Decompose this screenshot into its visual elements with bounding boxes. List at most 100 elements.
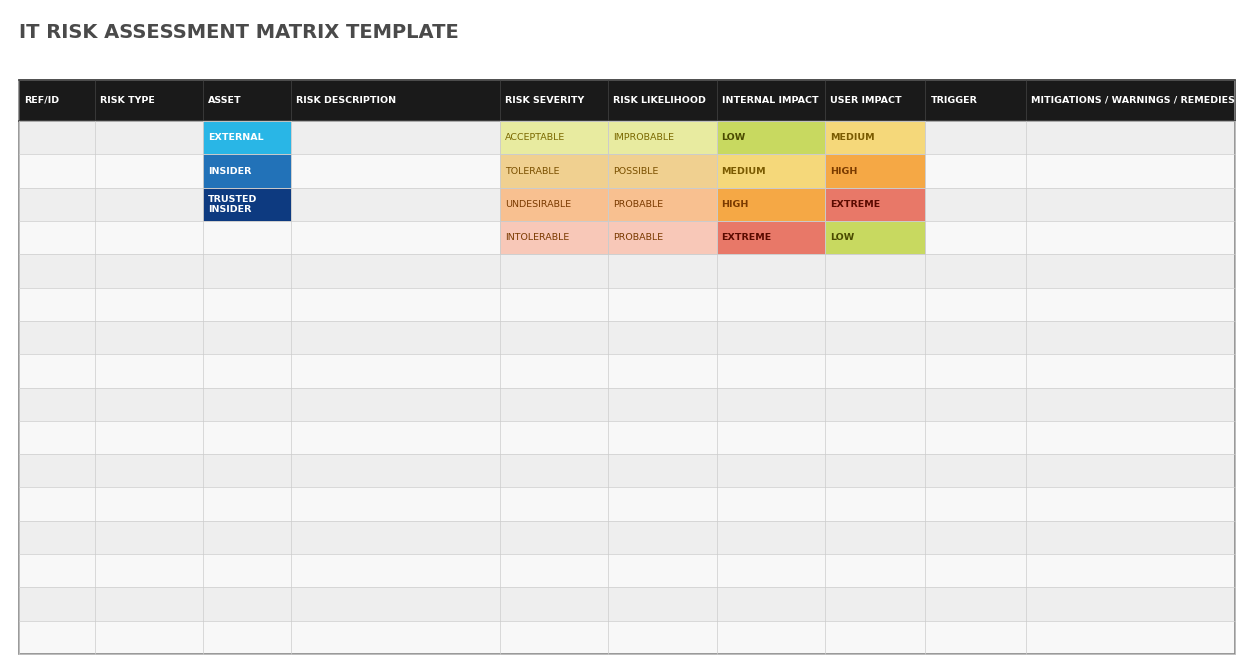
Bar xyxy=(500,288,609,321)
Bar xyxy=(609,454,717,487)
Bar xyxy=(203,254,291,288)
Bar xyxy=(95,487,203,521)
Bar xyxy=(824,588,925,621)
Text: MITIGATIONS / WARNINGS / REMEDIES: MITIGATIONS / WARNINGS / REMEDIES xyxy=(1031,96,1235,105)
Bar xyxy=(925,388,1026,421)
Bar xyxy=(609,121,717,154)
Bar xyxy=(717,388,824,421)
Bar xyxy=(500,154,609,188)
Bar xyxy=(609,521,717,554)
Bar xyxy=(925,288,1026,321)
Bar xyxy=(925,321,1026,354)
Bar xyxy=(717,554,824,588)
Bar xyxy=(500,154,609,188)
Bar xyxy=(925,487,1026,521)
Bar xyxy=(609,188,717,221)
Bar xyxy=(609,121,717,154)
Bar xyxy=(1026,188,1235,221)
Bar xyxy=(291,121,500,154)
Bar xyxy=(19,154,95,188)
Bar xyxy=(203,388,291,421)
Bar xyxy=(717,354,824,388)
Bar xyxy=(19,288,95,321)
Text: LOW: LOW xyxy=(722,133,746,142)
Bar xyxy=(291,321,500,354)
Bar xyxy=(95,621,203,654)
Bar xyxy=(203,554,291,588)
Bar xyxy=(609,554,717,588)
Bar xyxy=(609,154,717,188)
Bar xyxy=(717,588,824,621)
Bar xyxy=(609,254,717,288)
Bar xyxy=(717,454,824,487)
Bar xyxy=(291,388,500,421)
Bar xyxy=(500,621,609,654)
Bar xyxy=(609,388,717,421)
Bar xyxy=(1026,80,1235,121)
Bar xyxy=(95,421,203,454)
Bar xyxy=(500,354,609,388)
Bar xyxy=(1026,121,1235,154)
Bar xyxy=(609,487,717,521)
Bar xyxy=(609,188,717,221)
Bar xyxy=(925,121,1026,154)
Bar xyxy=(717,288,824,321)
Bar xyxy=(19,188,95,221)
Text: EXTERNAL: EXTERNAL xyxy=(208,133,264,142)
Bar xyxy=(1026,487,1235,521)
Bar xyxy=(1026,388,1235,421)
Bar xyxy=(609,621,717,654)
Bar xyxy=(203,80,291,121)
Bar xyxy=(500,80,609,121)
Bar xyxy=(291,621,500,654)
Text: RISK SEVERITY: RISK SEVERITY xyxy=(505,96,585,105)
Bar xyxy=(95,454,203,487)
Bar xyxy=(19,80,95,121)
Bar xyxy=(717,80,824,121)
Bar xyxy=(500,321,609,354)
Text: UNDESIRABLE: UNDESIRABLE xyxy=(505,200,571,208)
Bar xyxy=(203,121,291,154)
Bar xyxy=(95,288,203,321)
Bar xyxy=(500,221,609,254)
Text: HIGH: HIGH xyxy=(829,167,857,175)
Text: TRIGGER: TRIGGER xyxy=(930,96,977,105)
Bar xyxy=(291,554,500,588)
Bar xyxy=(203,354,291,388)
Bar xyxy=(19,388,95,421)
Bar xyxy=(609,321,717,354)
Bar xyxy=(19,354,95,388)
Bar xyxy=(717,121,824,154)
Bar xyxy=(717,321,824,354)
Bar xyxy=(925,188,1026,221)
Bar xyxy=(291,588,500,621)
Bar xyxy=(925,588,1026,621)
Bar xyxy=(824,487,925,521)
Bar xyxy=(291,521,500,554)
Bar xyxy=(291,487,500,521)
Bar xyxy=(203,221,291,254)
Bar xyxy=(500,254,609,288)
Text: ASSET: ASSET xyxy=(208,96,242,105)
Bar xyxy=(824,254,925,288)
Text: INTOLERABLE: INTOLERABLE xyxy=(505,233,569,242)
Text: TOLERABLE: TOLERABLE xyxy=(505,167,560,175)
Text: INSIDER: INSIDER xyxy=(208,167,251,175)
Bar xyxy=(19,521,95,554)
Bar xyxy=(500,454,609,487)
Bar xyxy=(824,621,925,654)
Bar xyxy=(95,154,203,188)
Bar xyxy=(609,588,717,621)
Bar xyxy=(717,154,824,188)
Bar xyxy=(95,188,203,221)
Bar xyxy=(717,121,824,154)
Bar xyxy=(291,80,500,121)
Bar xyxy=(203,121,291,154)
Text: MEDIUM: MEDIUM xyxy=(722,167,766,175)
Bar xyxy=(291,154,500,188)
Bar xyxy=(95,321,203,354)
Bar xyxy=(925,254,1026,288)
Bar xyxy=(203,454,291,487)
Bar xyxy=(19,221,95,254)
Bar xyxy=(500,221,609,254)
